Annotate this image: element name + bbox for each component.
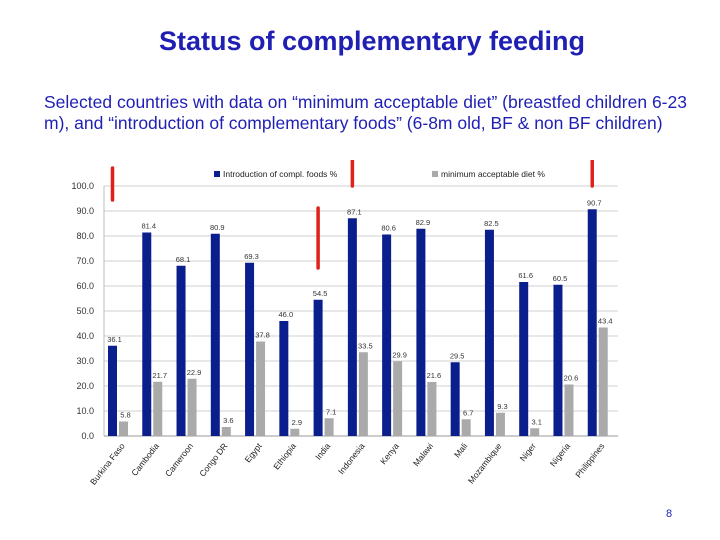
bar-mad-congo-dr	[221, 427, 231, 436]
data-label-intro: 81.4	[141, 222, 156, 231]
y-tick-label: 80.0	[76, 231, 94, 241]
bar-intro-kenya	[382, 234, 392, 436]
x-tick-label: Congo DR	[197, 441, 229, 478]
data-label-mad: 22.9	[187, 368, 202, 377]
data-label-intro: 82.5	[484, 219, 499, 228]
bar-mad-cambodia	[153, 381, 163, 436]
x-tick-label: Niger	[518, 441, 538, 463]
x-tick-label: India	[313, 441, 332, 462]
bar-intro-congo-dr	[210, 233, 220, 436]
bar-intro-egypt	[245, 262, 255, 436]
data-label-mad: 3.6	[223, 416, 233, 425]
data-label-mad: 33.5	[358, 341, 373, 350]
data-label-mad: 37.8	[255, 331, 270, 340]
data-label-mad: 6.7	[463, 408, 473, 417]
y-tick-label: 100.0	[71, 181, 94, 191]
x-tick-label: Kenya	[378, 441, 401, 466]
y-tick-label: 30.0	[76, 356, 94, 366]
bar-mad-india	[324, 418, 334, 436]
y-tick-label: 60.0	[76, 281, 94, 291]
legend-mad-label: minimum acceptable diet %	[441, 169, 545, 179]
y-tick-label: 90.0	[76, 206, 94, 216]
bar-mad-indonesia	[358, 352, 368, 436]
bar-mad-egypt	[256, 341, 266, 436]
data-label-mad: 5.8	[120, 411, 130, 420]
bar-mad-nigeria	[564, 384, 574, 436]
x-tick-label: Mozambique	[466, 441, 504, 486]
bar-intro-india	[313, 299, 323, 436]
data-label-intro: 61.6	[518, 271, 533, 280]
bar-mad-niger	[530, 428, 540, 436]
x-tick-label: Cameroon	[163, 441, 195, 479]
x-tick-label: Burkina Faso	[88, 441, 127, 487]
y-tick-label: 20.0	[76, 381, 94, 391]
y-tick-label: 70.0	[76, 256, 94, 266]
data-label-mad: 21.6	[427, 371, 442, 380]
bar-intro-ethiopia	[279, 321, 289, 436]
bar-intro-cameroon	[176, 265, 186, 436]
bar-intro-niger	[519, 282, 529, 436]
data-label-intro: 82.9	[416, 218, 431, 227]
bar-mad-kenya	[393, 361, 403, 436]
data-label-mad: 20.6	[564, 374, 579, 383]
x-tick-label: Indonesia	[336, 441, 367, 476]
slide-subtitle: Selected countries with data on “minimum…	[44, 92, 687, 133]
bar-mad-ethiopia	[290, 428, 300, 436]
bar-mad-mozambique	[495, 412, 505, 436]
y-tick-label: 10.0	[76, 406, 94, 416]
x-tick-label: Egypt	[243, 441, 265, 465]
bar-intro-philippines	[587, 209, 597, 436]
x-tick-label: Philippines	[573, 441, 606, 480]
bar-intro-mali	[450, 362, 460, 436]
data-label-intro: 36.1	[107, 335, 122, 344]
data-label-intro: 80.9	[210, 223, 225, 232]
data-label-intro: 80.6	[381, 224, 396, 233]
bar-mad-malawi	[427, 382, 437, 436]
bar-mad-cameroon	[187, 378, 197, 436]
bar-intro-mozambique	[484, 229, 494, 436]
y-tick-label: 40.0	[76, 331, 94, 341]
x-tick-label: Mali	[452, 441, 470, 460]
page-number: 8	[666, 508, 673, 520]
bar-intro-nigeria	[553, 284, 563, 436]
data-label-intro: 54.5	[313, 289, 328, 298]
legend-mad-swatch	[432, 171, 438, 177]
data-label-intro: 68.1	[176, 255, 191, 264]
bar-intro-malawi	[416, 228, 426, 436]
data-label-intro: 69.3	[244, 252, 259, 261]
x-tick-label: Ethiopia	[271, 441, 298, 472]
legend-intro-swatch	[214, 171, 220, 177]
data-label-mad: 29.9	[392, 350, 407, 359]
bar-chart: 0.0 10.0 20.0 30.0 40.0 50.0 60.0 70.0 80.0 90.0 1…	[71, 160, 618, 487]
bar-mad-philippines	[598, 327, 608, 436]
data-label-mad: 7.1	[326, 407, 336, 416]
bar-mad-mali	[461, 419, 471, 436]
x-tick-label: Cambodia	[129, 441, 161, 478]
data-label-intro: 60.5	[553, 274, 568, 283]
x-tick-label: Malawi	[411, 441, 435, 468]
data-label-mad: 3.1	[531, 417, 541, 426]
data-label-intro: 29.5	[450, 351, 465, 360]
y-tick-label: 50.0	[76, 306, 94, 316]
y-tick-label: 0.0	[81, 431, 94, 441]
data-label-intro: 46.0	[279, 310, 294, 319]
data-label-mad: 9.3	[497, 402, 507, 411]
bar-mad-burkina-faso	[119, 421, 128, 436]
legend-intro-label: Introduction of compl. foods %	[223, 169, 338, 179]
bar-intro-indonesia	[347, 218, 357, 436]
data-label-mad: 43.4	[598, 317, 613, 326]
data-label-mad: 21.7	[152, 371, 167, 380]
data-label-intro: 90.7	[587, 198, 602, 207]
bar-intro-cambodia	[142, 232, 152, 436]
slide-title: Status of complementary feeding	[158, 26, 586, 56]
data-label-mad: 2.9	[292, 418, 302, 427]
x-tick-label: Nigeria	[548, 441, 573, 469]
data-label-intro: 87.1	[347, 207, 362, 216]
bar-intro-burkina-faso	[108, 345, 117, 436]
